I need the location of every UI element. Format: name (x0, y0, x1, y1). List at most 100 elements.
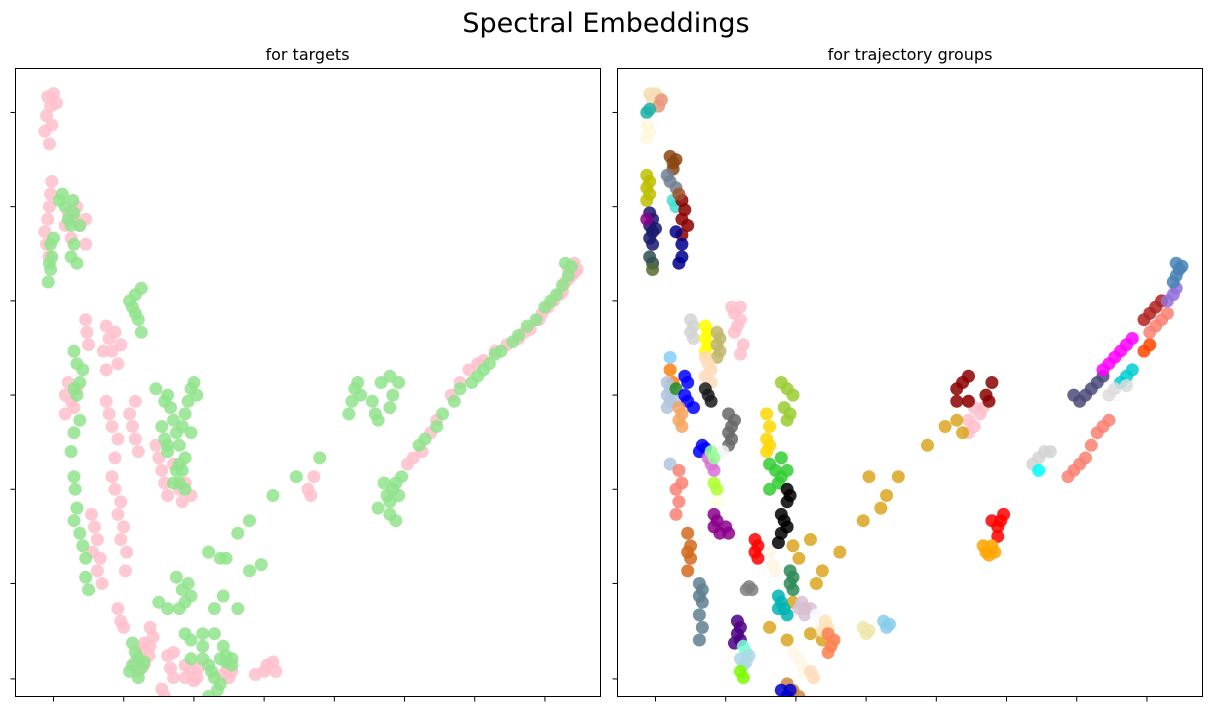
targets-point-g0-57 (119, 564, 132, 578)
targets-point-g0-46 (128, 432, 142, 446)
trajectory-groups-point-g44-17 (786, 539, 800, 553)
trajectory-groups-point-g31-9 (1084, 438, 1098, 452)
targets-point-g1-37 (73, 526, 87, 540)
targets-point-g1-64 (184, 426, 198, 440)
trajectory-groups-point-g36-3 (695, 595, 709, 609)
targets-point-g0-25 (82, 338, 96, 352)
trajectory-groups-point-g42-2 (769, 564, 782, 578)
targets-point-g0-91 (187, 674, 201, 688)
targets-point-g1-41 (82, 583, 96, 597)
trajectory-groups-point-g31-2 (669, 482, 683, 496)
trajectory-groups-point-g65-0 (1032, 463, 1046, 477)
targets-point-g1-160 (556, 278, 569, 292)
trajectory-groups-point-g55-3 (742, 649, 756, 663)
targets-point-g1-26 (76, 363, 90, 377)
targets-point-g1-145 (447, 394, 461, 408)
targets-point-g0-11 (45, 175, 59, 188)
targets-point-g1-36 (67, 514, 81, 528)
trajectory-groups-point-g41-3 (751, 551, 765, 565)
trajectory-groups-point-g10-5 (646, 237, 660, 251)
targets-point-g1-67 (202, 545, 216, 559)
targets-point-g1-108 (231, 602, 245, 616)
trajectory-groups-point-g31-12 (1102, 413, 1116, 427)
trajectory-groups-point-g39-6 (774, 451, 788, 465)
targets-point-g0-56 (120, 545, 134, 559)
targets-point-g1-13 (41, 275, 55, 289)
trajectory-groups-point-g40-2 (780, 495, 794, 509)
targets-point-g0-89 (167, 646, 180, 659)
trajectory-groups-point-g44-15 (950, 413, 964, 427)
trajectory-groups-point-g12-0 (669, 225, 683, 239)
targets-point-g1-133 (196, 627, 210, 641)
targets-point-g0-64 (88, 520, 101, 534)
targets-point-g1-6 (73, 219, 87, 232)
targets-point-g1-120 (196, 639, 210, 653)
targets-point-g0-60 (155, 463, 169, 477)
targets-point-g1-150 (482, 357, 496, 371)
targets-point-g1-92 (392, 489, 406, 502)
trajectory-groups-point-g25-1 (681, 376, 695, 389)
targets-point-g1-83 (386, 388, 400, 402)
targets-point-g1-46 (172, 438, 186, 452)
targets-point-g1-72 (289, 470, 303, 484)
trajectory-groups-point-g9-0 (672, 187, 686, 201)
trajectory-groups-point-g62-3 (950, 394, 964, 408)
trajectory-groups-point-g10-6 (649, 222, 662, 236)
targets-point-g1-21 (134, 325, 148, 339)
trajectory-groups-point-g38-2 (786, 388, 800, 402)
targets-point-g1-74 (342, 407, 356, 421)
targets-point-g1-93 (395, 470, 409, 484)
trajectory-groups-point-g41-7 (997, 507, 1011, 521)
targets-point-g1-78 (354, 388, 368, 402)
targets-point-g1-22 (128, 306, 142, 320)
targets-point-g1-105 (207, 602, 221, 616)
trajectory-groups-point-g16-3 (687, 332, 700, 345)
trajectory-groups-point-g37-1 (763, 420, 777, 433)
targets-point-g1-144 (436, 407, 450, 421)
trajectory-groups-point-g44-0 (763, 620, 777, 634)
targets-point-g1-77 (351, 376, 365, 389)
trajectory-groups-point-g44-1 (780, 633, 794, 647)
trajectory-groups-point-g44-12 (891, 470, 905, 484)
targets-point-g1-82 (383, 401, 397, 415)
trajectory-groups-point-g62-2 (962, 369, 975, 383)
trajectory-groups-point-g39-4 (763, 482, 777, 496)
trajectory-groups-point-g44-7 (833, 545, 847, 559)
targets-point-g1-53 (155, 420, 169, 433)
targets-point-g0-41 (102, 407, 116, 421)
trajectory-groups-point-g31-4 (669, 507, 683, 521)
trajectory-groups-point-g37-4 (760, 445, 774, 459)
targets-point-g1-63 (158, 394, 172, 408)
targets-point-g0-23 (79, 313, 93, 327)
targets-point-g0-45 (126, 420, 139, 433)
trajectory-groups-point-g70-1 (1143, 338, 1157, 352)
trajectory-groups-point-g38-5 (780, 413, 794, 427)
targets-point-g1-7 (66, 193, 80, 207)
trajectory-groups-point-g25-4 (687, 401, 700, 415)
targets-point-g1-163 (558, 256, 572, 270)
trajectory-groups-point-g62-7 (982, 394, 996, 408)
trajectory-groups-point-g63-4 (982, 548, 996, 562)
targets-point-g1-59 (167, 476, 180, 490)
trajectory-groups-point-g50-3 (821, 646, 835, 659)
targets-point-g0-24 (80, 325, 94, 339)
targets-point-g1-140 (219, 655, 233, 669)
targets-point-g1-79 (365, 394, 379, 408)
targets-point-g1-156 (529, 313, 543, 327)
targets-point-g1-30 (73, 413, 87, 427)
trajectory-groups-point-g56-1 (736, 671, 750, 685)
targets-point-g0-53 (111, 507, 125, 521)
trajectory-groups-point-g44-5 (809, 577, 823, 590)
trajectory-groups-point-g31-3 (672, 495, 686, 509)
targets-point-g0-68 (90, 564, 104, 578)
trajectory-groups-point-g69-1 (1108, 382, 1122, 396)
trajectory-groups-point-g44-10 (862, 470, 876, 484)
trajectory-groups-point-g44-11 (874, 501, 888, 515)
trajectory-groups-point-g34-5 (722, 526, 736, 540)
trajectory-groups-point-g15-4 (730, 319, 744, 333)
targets-point-g1-51 (187, 376, 201, 389)
targets-point-g1-97 (169, 570, 183, 584)
targets-ticks-layer (10, 111, 546, 702)
trajectory-groups-point-g40-6 (771, 536, 785, 550)
